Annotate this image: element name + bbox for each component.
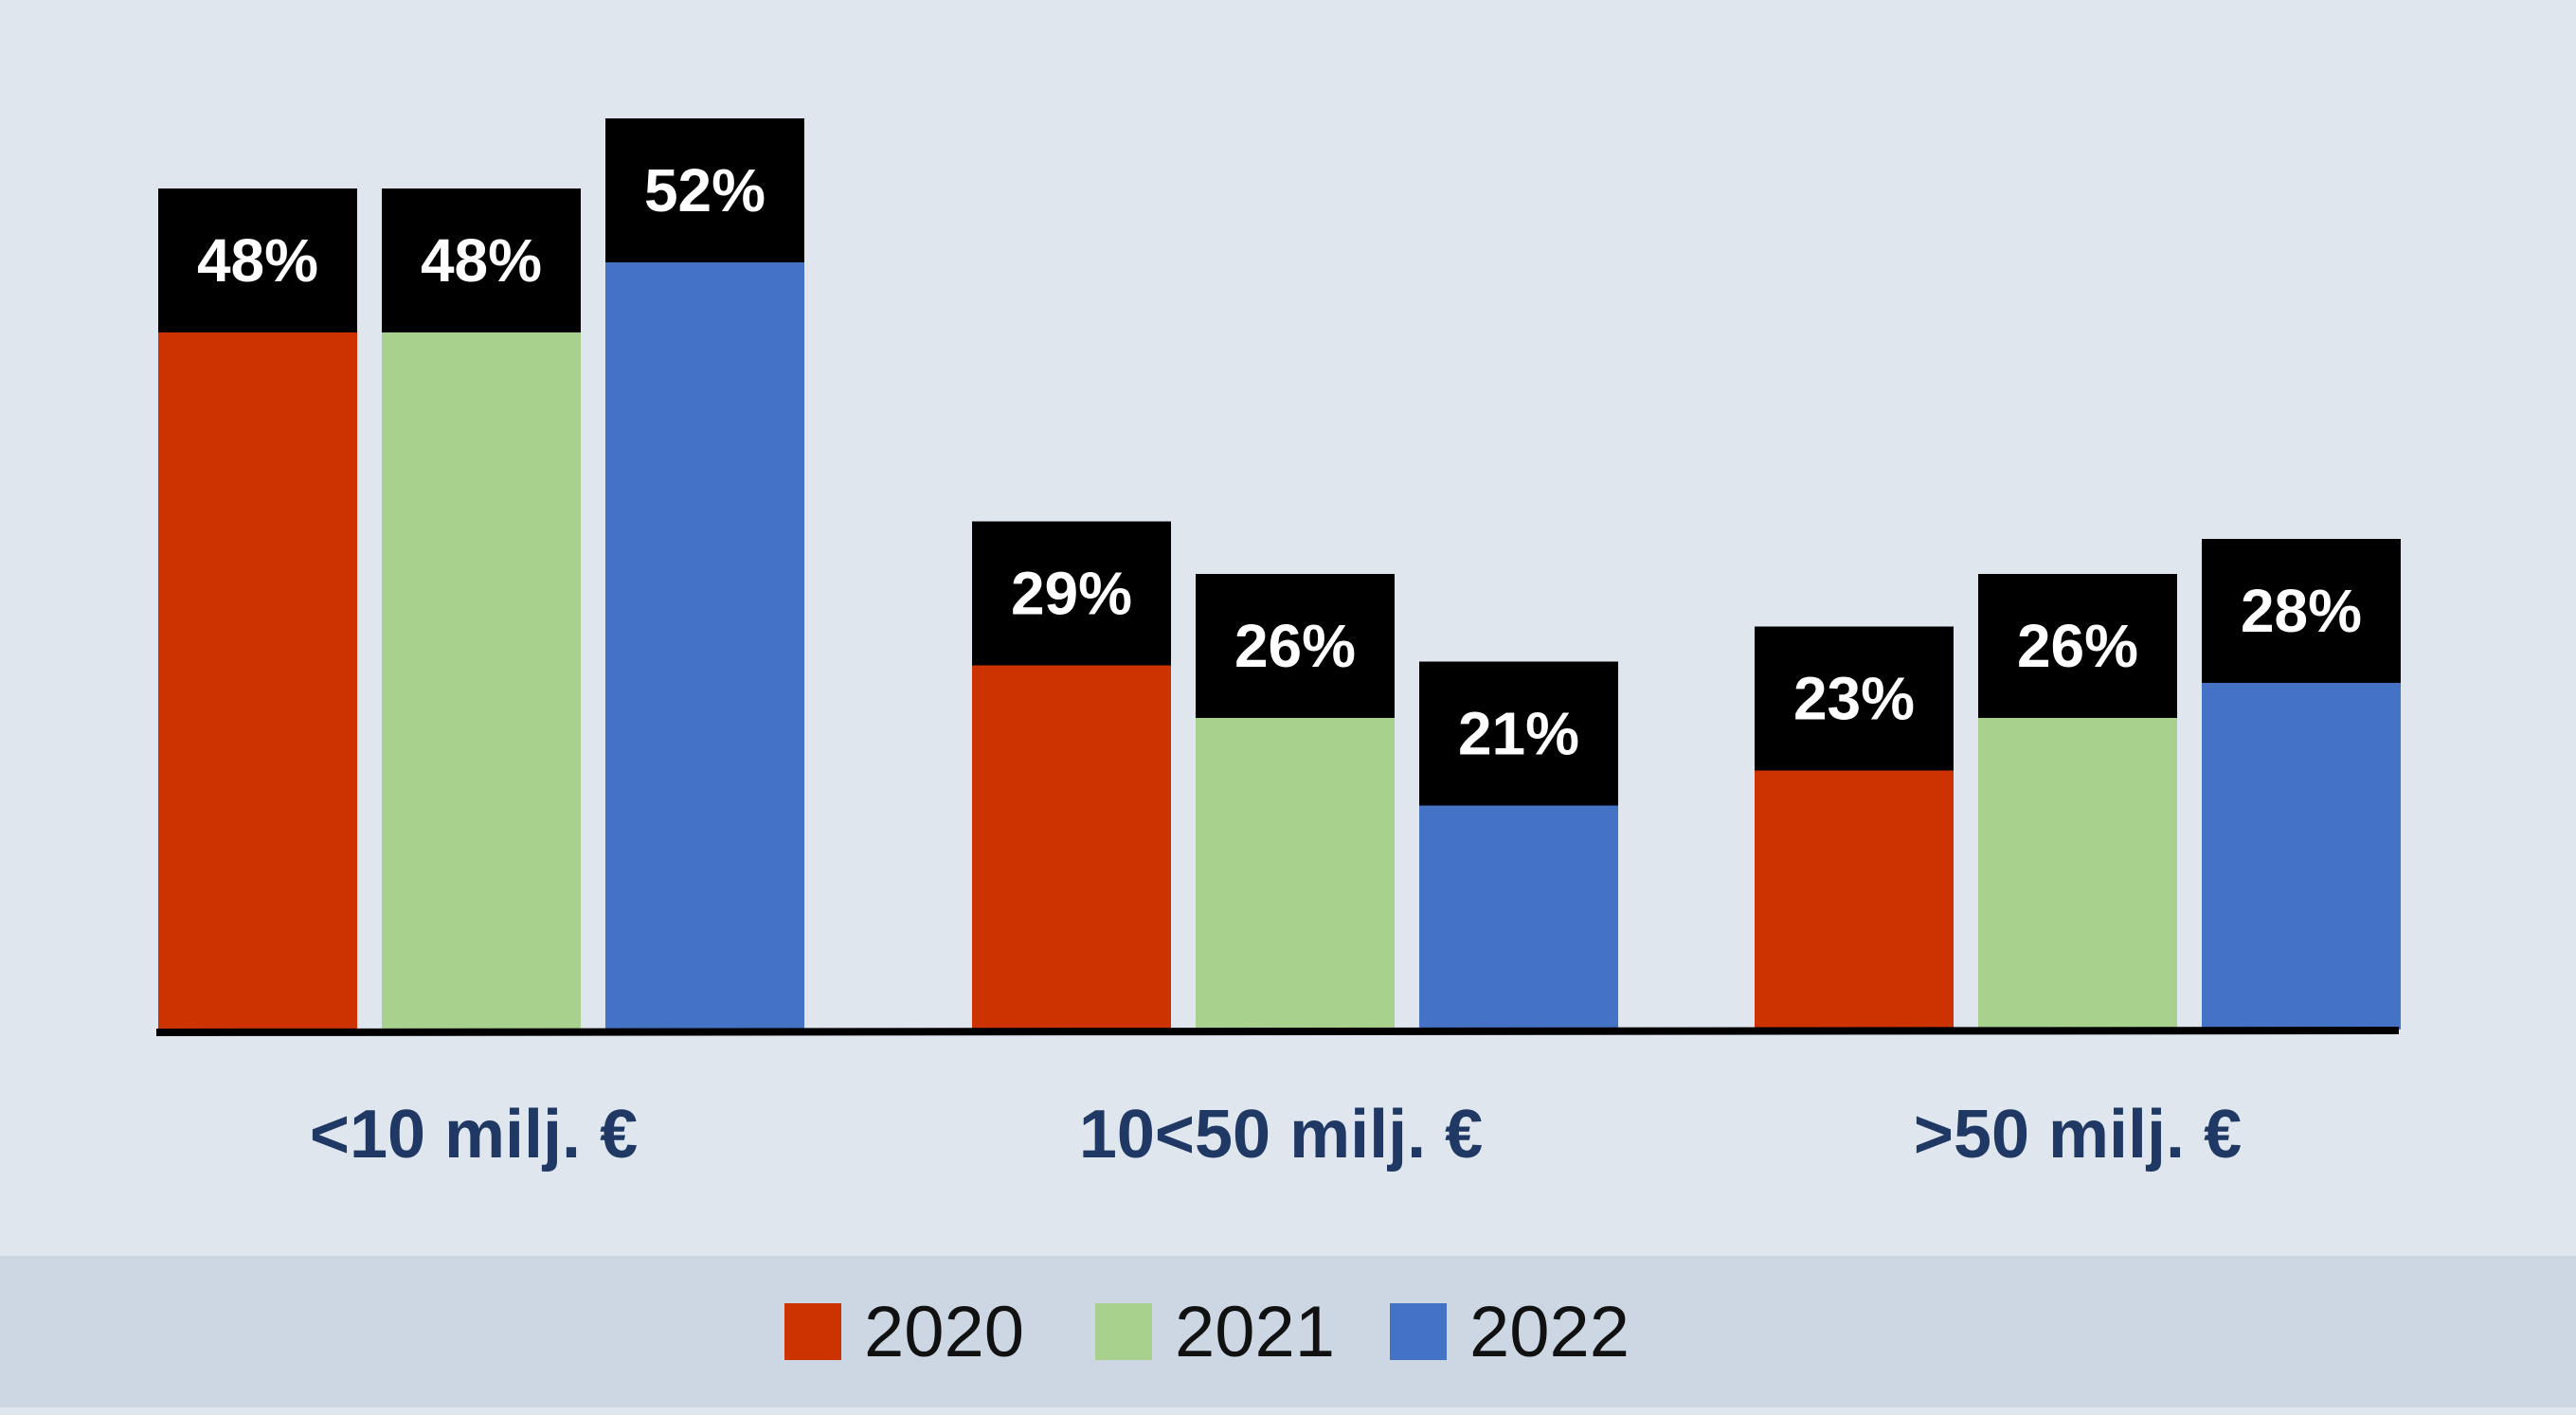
value-label-box: [382, 188, 581, 332]
category-label: <10 milj. €: [310, 1097, 638, 1173]
legend-label: 2021: [1175, 1292, 1335, 1372]
x-axis-line: [155, 1027, 2400, 1036]
bar-10-50-milj-2022: [1419, 805, 1618, 1030]
bar-10-milj-2021: [382, 332, 581, 1030]
value-label-box: [158, 188, 357, 332]
data-label: 48%: [421, 226, 542, 295]
category-label: 10<50 milj. €: [1079, 1097, 1483, 1173]
category-label: >50 milj. €: [1914, 1097, 2242, 1173]
data-label: 26%: [1234, 612, 1356, 680]
value-label-box: [972, 521, 1171, 666]
data-label: 52%: [644, 156, 766, 224]
legend-swatch-2022: [1390, 1303, 1447, 1360]
bar-50-milj-2022: [2202, 683, 2401, 1030]
legend-label: 2022: [1469, 1292, 1630, 1372]
value-label-box: [1419, 661, 1618, 806]
bar-10-milj-2020: [158, 332, 357, 1030]
legend: 2020 2021 2022: [784, 1292, 1630, 1372]
data-label: 48%: [197, 226, 318, 295]
legend-swatch-2020: [784, 1303, 841, 1360]
value-label-box: [1978, 574, 2177, 718]
bars-layer: 48% 48% 52% 29% 26% 21% 23% 26% 28%: [158, 118, 2401, 1030]
bar-10-milj-2022: [605, 262, 804, 1030]
value-label-box: [1755, 626, 1954, 771]
bar-50-milj-2021: [1978, 718, 2177, 1030]
bar-10-50-milj-2021: [1196, 718, 1395, 1030]
legend-band: [0, 1256, 2576, 1407]
bar-50-milj-2020: [1755, 770, 1954, 1030]
data-label: 21%: [1458, 700, 1579, 768]
data-label: 23%: [1793, 665, 1915, 733]
legend-label: 2020: [864, 1292, 1024, 1372]
legend-swatch-2021: [1095, 1303, 1152, 1360]
value-label-box: [1196, 574, 1395, 718]
category-labels: <10 milj. € 10<50 milj. € >50 milj. €: [310, 1097, 2242, 1173]
data-label: 28%: [2241, 577, 2362, 645]
bar-10-50-milj-2020: [972, 665, 1171, 1030]
value-label-box: [605, 118, 804, 262]
data-label: 26%: [2017, 612, 2138, 680]
value-label-box: [2202, 539, 2401, 683]
data-label: 29%: [1011, 560, 1132, 628]
